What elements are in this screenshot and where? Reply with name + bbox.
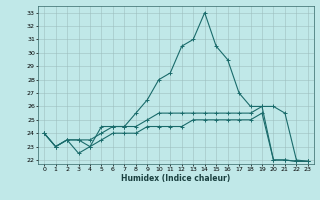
X-axis label: Humidex (Indice chaleur): Humidex (Indice chaleur) [121,174,231,183]
